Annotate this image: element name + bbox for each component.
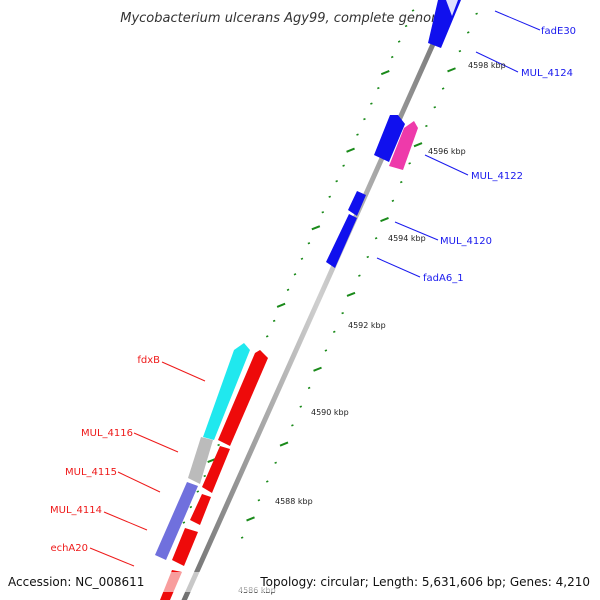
tick-label-4596: 4596 kbp	[428, 147, 466, 156]
scale-dot	[274, 461, 277, 464]
gene-reverse-red-2[interactable]	[202, 446, 230, 493]
scale-dot	[441, 87, 445, 90]
gene-fadA6-1[interactable]	[326, 214, 357, 268]
scale-dot	[293, 273, 297, 276]
scale-dot	[466, 31, 470, 34]
gene-fdxB[interactable]	[203, 343, 250, 440]
scale-dot	[380, 217, 389, 223]
scale-dot	[413, 142, 423, 148]
scale-dots	[182, 9, 478, 539]
gene-mul4114[interactable]	[155, 482, 198, 560]
accession-text: Accession: NC_008611	[8, 575, 144, 589]
scale-dot	[286, 288, 290, 291]
scale-dot	[433, 106, 437, 109]
gene-reverse-red-3[interactable]	[190, 494, 211, 525]
scale-dot	[363, 117, 366, 121]
gene-mul4116[interactable]	[188, 437, 213, 484]
gene-label-echA20: echA20	[50, 543, 88, 554]
gene-mul4122-blue[interactable]	[374, 115, 405, 162]
scale-dot	[279, 441, 289, 447]
scale-dot	[182, 521, 186, 524]
scale-dot	[411, 9, 415, 12]
scale-dot	[346, 147, 355, 153]
scale-dot	[324, 349, 328, 352]
scale-dot	[425, 124, 428, 128]
scale-dot	[196, 490, 200, 493]
gene-mul4122-pink[interactable]	[389, 121, 418, 170]
gene-reverse-red-1[interactable]	[218, 350, 268, 446]
footer-backdrop	[0, 572, 600, 592]
scale-dot	[374, 237, 378, 240]
scale-dot	[321, 211, 325, 214]
scale-dot	[356, 133, 359, 136]
scale-dot	[475, 12, 478, 15]
scale-dot	[246, 516, 255, 522]
topology-text: Topology: circular; Length: 5,631,606 bp…	[259, 575, 590, 589]
genome-backbone	[181, 0, 456, 600]
scale-labels: 4598 kbp 4596 kbp 4594 kbp 4592 kbp 4590…	[238, 61, 506, 595]
scale-dot	[390, 55, 394, 59]
scale-dot	[342, 164, 345, 167]
scale-dot	[332, 330, 336, 333]
scale-dot	[377, 86, 380, 90]
gene-label-mul4124: MUL_4124	[521, 68, 573, 79]
tick-label-4590: 4590 kbp	[311, 408, 349, 417]
scale-dot	[447, 67, 456, 73]
scale-dot	[341, 311, 344, 315]
gene-features	[155, 0, 461, 600]
scale-dot	[307, 242, 311, 245]
scale-dot	[370, 102, 373, 105]
tick-label-4598: 4598 kbp	[468, 61, 506, 70]
tick-label-4594: 4594 kbp	[388, 234, 426, 243]
map-title: Mycobacterium ulcerans Agy99, complete g…	[120, 11, 452, 26]
gene-label-mul4115: MUL_4115	[65, 467, 117, 478]
gene-label-fadA6-1: fadA6_1	[423, 273, 464, 284]
scale-dot	[404, 24, 408, 28]
scale-dot	[346, 291, 356, 297]
gene-labels: fadE30 MUL_4124 MUL_4122 MUL_4120 fadA6_…	[50, 26, 576, 554]
scale-dot	[272, 319, 276, 322]
gene-label-mul4122: MUL_4122	[471, 171, 523, 182]
scale-dot	[391, 199, 395, 202]
scale-dot	[358, 274, 361, 277]
scale-dot	[458, 49, 462, 53]
tick-label-4592: 4592 kbp	[348, 321, 386, 330]
scale-dot	[408, 162, 411, 165]
gene-mul4120[interactable]	[348, 191, 366, 216]
scale-dot	[313, 366, 322, 372]
scale-dot	[189, 505, 193, 509]
scale-dot	[240, 536, 244, 539]
scale-dot	[299, 405, 303, 408]
gene-label-mul4114: MUL_4114	[50, 505, 102, 516]
scale-dot	[307, 386, 311, 390]
scale-dot	[397, 40, 401, 43]
scale-dot	[328, 195, 332, 198]
scale-dot	[335, 180, 338, 183]
scale-dot	[291, 424, 294, 427]
scale-dot	[311, 225, 321, 231]
scale-dot	[257, 499, 261, 502]
gene-label-fadE30: fadE30	[541, 26, 576, 37]
scale-dot	[300, 257, 304, 260]
gene-label-mul4120: MUL_4120	[440, 236, 492, 247]
scale-dot	[380, 70, 390, 76]
scale-dot	[276, 302, 286, 308]
scale-dot	[265, 335, 269, 338]
scale-dot	[265, 480, 269, 483]
scale-dot	[203, 474, 207, 478]
leader-lines	[89, 10, 541, 567]
gene-label-mul4116: MUL_4116	[81, 428, 133, 439]
gene-mul4124-cap[interactable]	[446, 0, 458, 16]
gene-fadE30[interactable]	[428, 0, 461, 48]
scale-dot	[217, 443, 220, 447]
tick-label-4588: 4588 kbp	[275, 497, 313, 506]
gene-label-fdxB: fdxB	[137, 355, 160, 366]
gene-echA20[interactable]	[172, 528, 198, 566]
scale-dot	[366, 255, 370, 259]
scale-dot	[399, 180, 403, 184]
